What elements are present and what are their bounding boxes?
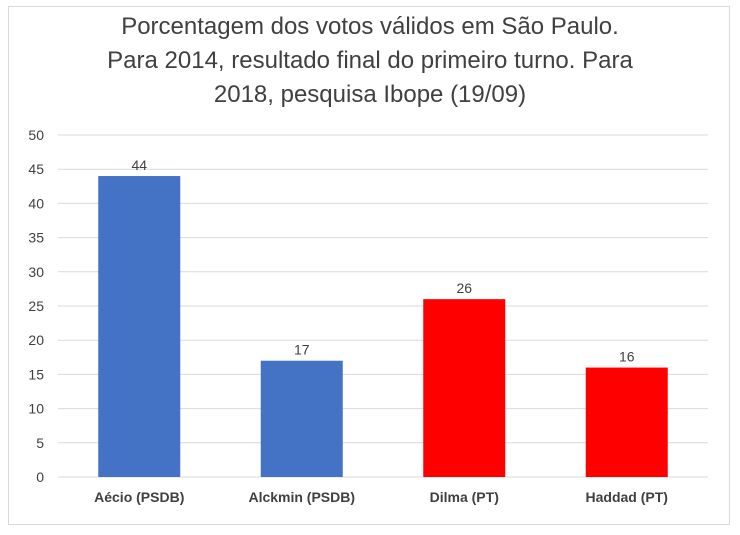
y-tick-label: 30 <box>28 264 44 280</box>
y-tick-label: 20 <box>28 332 44 348</box>
x-axis-categories: Aécio (PSDB) Alckmin (PSDB) Dilma (PT) Hadd… <box>94 489 668 505</box>
bar <box>98 176 181 478</box>
y-tick-label: 5 <box>36 435 44 451</box>
bar <box>585 367 668 477</box>
y-tick-label: 45 <box>28 161 44 177</box>
bar <box>423 299 506 477</box>
chart-title: Porcentagem dos votos válidos em São Pau… <box>0 10 740 112</box>
y-tick-label: 35 <box>28 230 44 246</box>
y-tick-label: 10 <box>28 401 44 417</box>
bars <box>98 176 668 478</box>
data-label: 17 <box>294 342 310 358</box>
y-tick-label: 15 <box>28 366 44 382</box>
chart-title-line-1: Porcentagem dos votos válidos em São Pau… <box>121 13 619 40</box>
x-category-label: Alckmin (PSDB) <box>248 489 355 505</box>
y-tick-label: 0 <box>36 469 44 485</box>
x-category-label: Dilma (PT) <box>430 489 499 505</box>
data-labels: 44 17 26 16 <box>131 157 634 365</box>
bar <box>260 360 343 477</box>
y-tick-label: 50 <box>28 127 44 143</box>
x-category-label: Haddad (PT) <box>586 489 668 505</box>
x-category-label: Aécio (PSDB) <box>94 489 184 505</box>
y-tick-label: 40 <box>28 195 44 211</box>
chart-title-line-3: 2018, pesquisa Ibope (19/09) <box>213 81 527 108</box>
data-label: 44 <box>131 157 147 173</box>
chart-title-line-2: Para 2014, resultado final do primeiro t… <box>107 47 633 74</box>
data-label: 16 <box>619 349 635 365</box>
y-tick-label: 25 <box>28 298 44 314</box>
data-label: 26 <box>456 280 472 296</box>
y-axis-ticks: 0 5 10 15 20 25 30 35 40 45 50 <box>28 127 44 485</box>
